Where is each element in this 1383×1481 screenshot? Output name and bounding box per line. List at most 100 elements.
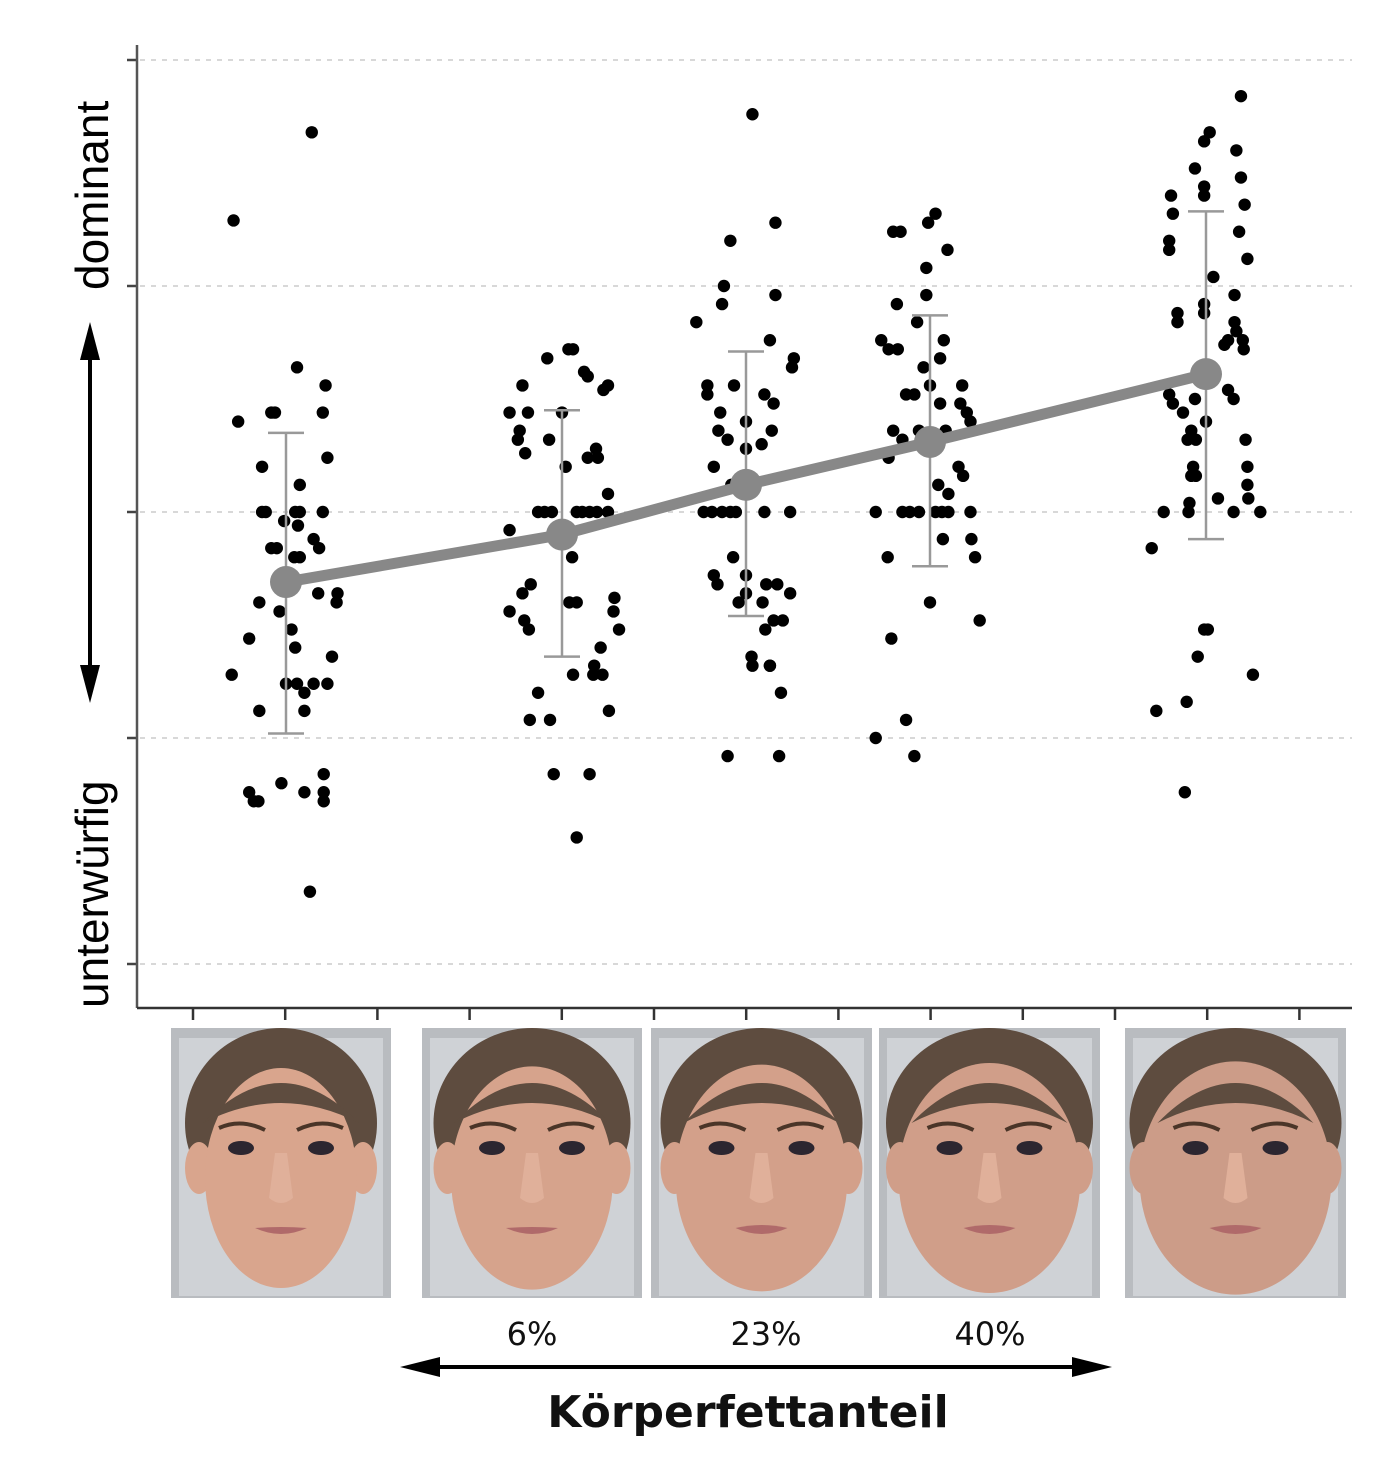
data-point	[755, 438, 768, 451]
hairline	[911, 1083, 1068, 1123]
eyebrow-left	[1172, 1121, 1221, 1132]
data-point	[1236, 334, 1250, 347]
data-point	[724, 234, 737, 247]
data-point	[608, 591, 621, 605]
data-point	[331, 587, 344, 600]
data-point	[715, 297, 729, 311]
eye-left	[479, 1141, 505, 1155]
data-point	[1230, 325, 1243, 338]
data-point	[964, 505, 977, 519]
data-point	[321, 677, 334, 690]
data-point	[288, 551, 301, 564]
data-point	[746, 659, 759, 672]
data-point	[1166, 397, 1180, 410]
data-point	[882, 343, 895, 356]
data-point	[275, 777, 288, 790]
data-point	[937, 334, 950, 347]
data-point	[903, 505, 916, 519]
nose	[1223, 1153, 1248, 1203]
data-point	[519, 447, 532, 460]
eye-left	[936, 1141, 963, 1155]
data-point	[289, 641, 302, 654]
data-point	[932, 478, 945, 492]
data-point	[767, 397, 780, 410]
data-point	[1191, 650, 1204, 663]
eyebrow-right	[296, 1121, 344, 1132]
data-point	[591, 451, 605, 464]
hairline	[454, 1083, 610, 1123]
data-point	[293, 505, 306, 519]
data-point	[1180, 695, 1193, 709]
data-point	[319, 379, 332, 392]
data-point	[936, 532, 950, 546]
x-axis-ticks	[191, 1008, 1301, 1020]
data-point	[524, 578, 537, 591]
hairline	[683, 1083, 840, 1123]
data-point	[756, 596, 769, 609]
data-point	[721, 749, 734, 763]
data-point	[503, 406, 516, 419]
data-point	[270, 541, 283, 555]
data-point	[277, 514, 291, 528]
data-point	[714, 406, 727, 419]
eyebrow-left	[698, 1121, 747, 1132]
data-point	[956, 469, 970, 483]
data-point	[307, 677, 320, 690]
x-tick-label-23: 23%	[730, 1315, 801, 1353]
data-point	[565, 551, 579, 564]
data-point	[503, 605, 516, 618]
data-point	[253, 596, 266, 609]
data-point	[252, 795, 265, 808]
data-point	[772, 749, 786, 763]
data-point	[255, 460, 269, 473]
data-point	[253, 704, 266, 718]
nose	[977, 1153, 1002, 1203]
data-point	[330, 596, 343, 609]
data-point	[759, 623, 772, 636]
data-point	[869, 505, 882, 519]
data-point	[312, 541, 326, 555]
data-point	[601, 487, 615, 501]
data-point	[942, 487, 955, 501]
y-label-top: dominant	[66, 101, 118, 290]
data-point	[602, 704, 616, 718]
data-point	[290, 361, 304, 374]
data-point	[941, 243, 954, 257]
data-point	[1166, 207, 1180, 220]
data-point	[1218, 338, 1231, 351]
data-point	[523, 713, 536, 727]
eyebrow-left	[218, 1121, 266, 1132]
data-point	[899, 713, 913, 727]
data-point	[769, 216, 782, 229]
data-point	[921, 216, 935, 229]
data-point	[920, 288, 933, 302]
data-point	[259, 505, 272, 519]
data-point	[1242, 492, 1255, 505]
data-point	[1182, 505, 1195, 519]
data-point	[511, 433, 525, 446]
data-point	[729, 505, 743, 519]
data-point	[1150, 704, 1163, 718]
eye-left	[1182, 1141, 1209, 1155]
data-point	[298, 786, 311, 799]
data-point	[908, 749, 921, 763]
data-point	[516, 379, 529, 392]
data-point	[745, 650, 758, 663]
data-point	[227, 214, 240, 227]
data-point	[268, 406, 282, 419]
data-point	[1239, 433, 1252, 446]
data-point	[785, 361, 799, 374]
data-point	[1221, 383, 1235, 397]
eye-right	[1016, 1141, 1043, 1155]
data-point	[965, 532, 978, 546]
data-point	[1241, 478, 1254, 492]
face-image	[422, 1028, 642, 1298]
data-point	[1163, 234, 1176, 247]
data-point	[1227, 505, 1240, 519]
mean-marker	[270, 566, 302, 599]
eyebrow-right	[1250, 1121, 1299, 1132]
data-point	[705, 505, 719, 519]
mean-markers	[270, 358, 1222, 599]
data-point	[596, 668, 609, 681]
data-point	[503, 523, 516, 537]
